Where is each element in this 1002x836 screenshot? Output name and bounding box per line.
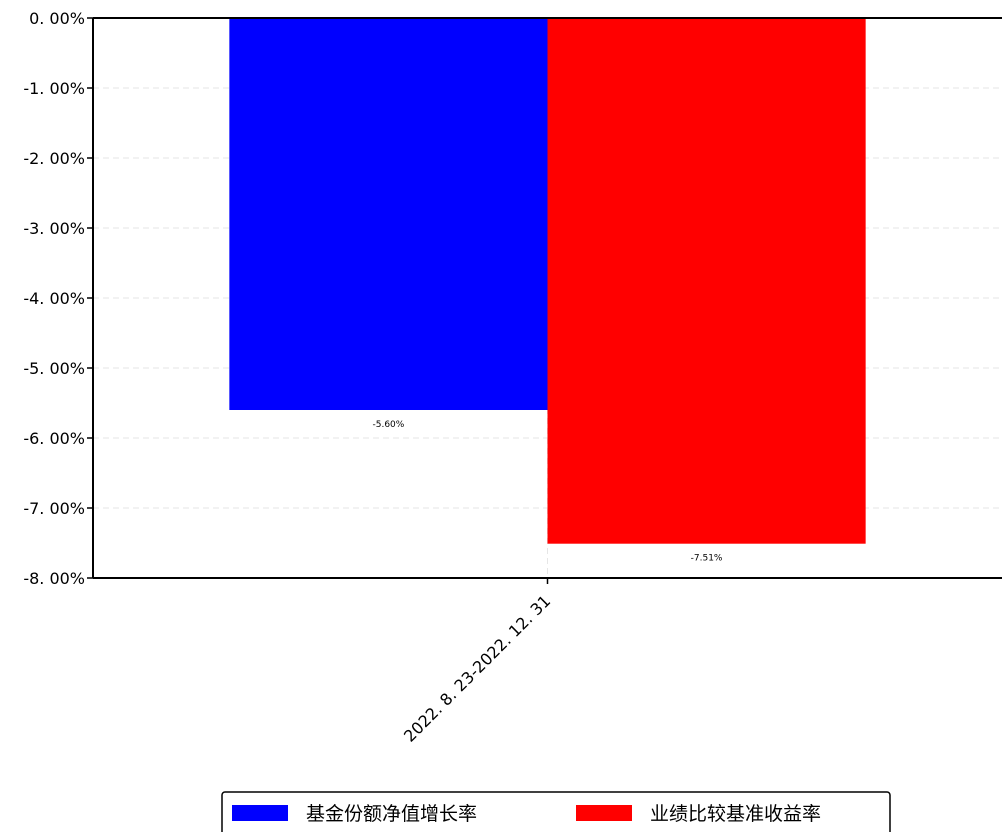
y-tick-label: -2. 00% bbox=[23, 149, 85, 168]
legend-swatch-0 bbox=[232, 805, 288, 821]
legend-label-1: 业绩比较基准收益率 bbox=[650, 803, 821, 825]
legend-swatch-1 bbox=[576, 805, 632, 821]
legend-box bbox=[221, 791, 891, 836]
data-labels: -5.60% -7.51% bbox=[373, 420, 723, 564]
data-label: -5.60% bbox=[373, 420, 405, 430]
x-tick-label: 2022. 8. 23-2022. 12. 31 bbox=[400, 591, 554, 745]
y-tick-label: 0. 00% bbox=[29, 9, 85, 28]
bar-series-1 bbox=[547, 18, 866, 544]
y-tick-label: -3. 00% bbox=[23, 219, 85, 238]
legend-label-0: 基金份额净值增长率 bbox=[306, 803, 477, 825]
y-tick-label: -8. 00% bbox=[23, 569, 85, 588]
bars bbox=[229, 18, 866, 544]
bar-series-0 bbox=[229, 18, 548, 410]
y-tick-label: -6. 00% bbox=[23, 429, 85, 448]
data-label: -7.51% bbox=[691, 554, 723, 564]
legend: 基金份额净值增长率 业绩比较基准收益率 bbox=[221, 791, 891, 836]
y-tick-label: -7. 00% bbox=[23, 499, 85, 518]
y-tick-label: -5. 00% bbox=[23, 359, 85, 378]
y-tick-label: -1. 00% bbox=[23, 79, 85, 98]
y-tick-label: -4. 00% bbox=[23, 289, 85, 308]
